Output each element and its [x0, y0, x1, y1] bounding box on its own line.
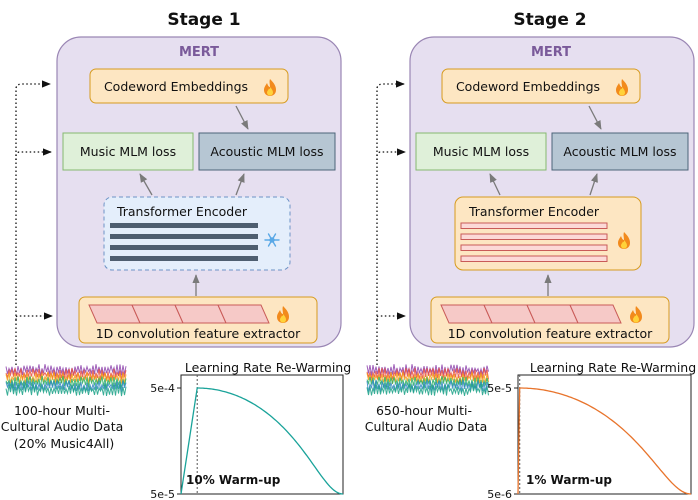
chart-title: Learning Rate Re-Warming [530, 360, 696, 375]
audio-data-label: 100-hour Multi- Cultural Audio Data (20%… [1, 403, 128, 451]
chart-title: Learning Rate Re-Warming [185, 360, 351, 375]
chart-frame [180, 374, 344, 495]
waveform-strand [366, 376, 489, 388]
input-feed-arrows [376, 80, 406, 365]
y-tick-top-label: 5e-4 [150, 382, 175, 395]
feature-extractor-label: 1D convolution feature extractor [96, 326, 301, 341]
arrow-encoder-to-music [489, 173, 501, 196]
conv-kernels [88, 304, 270, 324]
stage-1: Stage 1 MERT Codeword Embeddings Music M… [1, 10, 351, 500]
arrow-codeword-to-acoustic [588, 105, 602, 130]
input-feed-arrows [15, 80, 53, 365]
music-mlm-loss-box [415, 132, 547, 171]
codeword-embeddings-label: Codeword Embeddings [456, 79, 600, 94]
feature-extractor-label: 1D convolution feature extractor [448, 326, 653, 341]
stage-title: Stage 1 [167, 10, 240, 30]
codeword-embeddings-box [441, 68, 641, 104]
lr-chart: Learning Rate Re-Warming 5e-5 5e-6 1% Wa… [487, 360, 696, 500]
learning-rate-curve [517, 387, 692, 495]
mert-title: MERT [531, 45, 571, 60]
stage-2: Stage 2 MERT Codeword Embeddings Music M… [365, 10, 696, 500]
acoustic-mlm-loss-label: Acoustic MLM loss [563, 144, 676, 159]
y-tick-bottom-label: 5e-5 [150, 488, 175, 500]
y-tick-bottom-label: 5e-6 [487, 488, 512, 500]
encoder-layers [460, 222, 608, 262]
waveform-strand [366, 383, 489, 396]
waveform-strand [366, 379, 489, 393]
warmup-label: 10% Warm-up [186, 473, 281, 487]
learning-rate-curve [180, 387, 344, 495]
waveform-strand [5, 383, 127, 397]
mert-title: MERT [179, 45, 219, 60]
waveform-strand [5, 364, 127, 376]
transformer-encoder-frozen-box [103, 196, 291, 271]
codeword-embeddings-box [89, 68, 289, 104]
encoder-layers [110, 223, 258, 261]
stage-title: Stage 2 [513, 10, 586, 30]
data-line: Cultural Audio Data [1, 419, 124, 434]
music-mlm-loss-label: Music MLM loss [433, 144, 529, 159]
acoustic-mlm-loss-box [551, 132, 689, 171]
lr-chart: Learning Rate Re-Warming 5e-4 5e-5 10% W… [150, 360, 351, 500]
arrow-encoder-to-acoustic [589, 173, 598, 196]
arrow-encoder-to-music [139, 173, 153, 196]
audio-waveform-icon [366, 364, 489, 396]
music-mlm-loss-box [62, 132, 194, 171]
conv-kernels [440, 304, 622, 324]
arrow-encoder-to-acoustic [235, 173, 245, 196]
transformer-encoder-label: Transformer Encoder [468, 204, 600, 219]
waveform-strand [5, 375, 127, 388]
chart-frame [517, 374, 692, 495]
warmup-label: 1% Warm-up [526, 473, 612, 487]
audio-data-label: 650-hour Multi- Cultural Audio Data [365, 403, 488, 434]
arrow-codeword-to-acoustic [235, 105, 249, 130]
data-line: 650-hour Multi- [376, 403, 472, 418]
music-mlm-loss-label: Music MLM loss [80, 144, 176, 159]
transformer-encoder-label: Transformer Encoder [116, 204, 248, 219]
data-line: Cultural Audio Data [365, 419, 488, 434]
data-line: (20% Music4All) [14, 436, 115, 451]
codeword-embeddings-label: Codeword Embeddings [104, 79, 248, 94]
audio-waveform-icon [5, 364, 127, 397]
y-tick-top-label: 5e-5 [487, 382, 512, 395]
waveform-strand [366, 367, 489, 380]
acoustic-mlm-loss-box [198, 132, 336, 171]
data-line: 100-hour Multi- [14, 403, 110, 418]
acoustic-mlm-loss-label: Acoustic MLM loss [210, 144, 323, 159]
snowflake-icon [264, 233, 280, 247]
